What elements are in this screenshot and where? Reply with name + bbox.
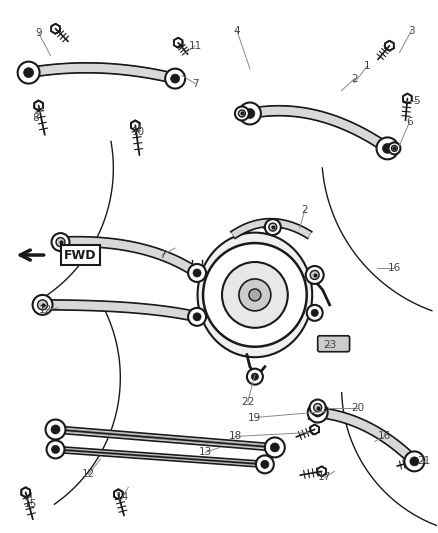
Polygon shape	[114, 489, 123, 499]
Circle shape	[165, 69, 185, 88]
Circle shape	[311, 309, 318, 317]
Polygon shape	[403, 94, 412, 103]
Circle shape	[251, 373, 258, 380]
Circle shape	[239, 102, 261, 124]
Circle shape	[56, 238, 65, 247]
Polygon shape	[51, 24, 60, 34]
Polygon shape	[55, 447, 265, 467]
Circle shape	[256, 455, 274, 473]
Circle shape	[269, 223, 277, 231]
Text: 18: 18	[228, 431, 242, 441]
Circle shape	[18, 62, 39, 84]
Text: 17: 17	[318, 472, 331, 482]
Polygon shape	[21, 487, 30, 497]
Text: 16: 16	[388, 263, 401, 273]
Circle shape	[377, 138, 399, 159]
Polygon shape	[34, 101, 43, 110]
Text: 23: 23	[323, 340, 336, 350]
Polygon shape	[131, 120, 140, 131]
Circle shape	[188, 264, 206, 282]
Polygon shape	[320, 407, 329, 416]
Polygon shape	[385, 41, 394, 51]
Text: 7: 7	[192, 78, 198, 88]
Circle shape	[247, 369, 263, 385]
Circle shape	[265, 219, 281, 235]
Circle shape	[270, 443, 279, 452]
Circle shape	[203, 243, 307, 347]
Polygon shape	[60, 237, 200, 277]
Text: 8: 8	[32, 114, 39, 124]
Polygon shape	[410, 456, 419, 466]
Circle shape	[310, 270, 319, 279]
Circle shape	[171, 74, 180, 83]
Circle shape	[313, 408, 322, 417]
Circle shape	[239, 279, 271, 311]
Circle shape	[261, 461, 269, 469]
Circle shape	[238, 110, 245, 117]
Text: 7: 7	[159, 250, 166, 260]
Text: 22: 22	[241, 397, 254, 407]
Text: 1: 1	[364, 61, 371, 71]
Text: 11: 11	[188, 41, 202, 51]
Ellipse shape	[198, 232, 312, 357]
Circle shape	[193, 313, 201, 321]
Polygon shape	[318, 466, 326, 477]
Circle shape	[307, 305, 323, 321]
Polygon shape	[231, 219, 312, 238]
Polygon shape	[42, 300, 198, 322]
Polygon shape	[174, 38, 183, 47]
Text: 3: 3	[408, 26, 415, 36]
Circle shape	[222, 262, 288, 328]
Circle shape	[404, 451, 424, 471]
Circle shape	[306, 266, 324, 284]
Circle shape	[32, 295, 53, 315]
Circle shape	[382, 143, 392, 154]
Text: 9: 9	[35, 28, 42, 38]
Circle shape	[188, 308, 206, 326]
Text: 13: 13	[198, 447, 212, 457]
Circle shape	[249, 289, 261, 301]
Text: FWD: FWD	[64, 248, 97, 262]
Text: 5: 5	[413, 95, 420, 106]
Text: 12: 12	[82, 470, 95, 479]
Circle shape	[52, 446, 60, 454]
Circle shape	[52, 233, 70, 251]
Polygon shape	[55, 426, 275, 451]
Text: 10: 10	[132, 127, 145, 138]
Circle shape	[392, 146, 397, 151]
Polygon shape	[28, 63, 176, 84]
Text: 19: 19	[248, 413, 261, 423]
Polygon shape	[311, 424, 319, 434]
Polygon shape	[249, 106, 390, 152]
Circle shape	[245, 109, 255, 118]
Text: 20: 20	[351, 402, 364, 413]
Circle shape	[310, 400, 326, 416]
Circle shape	[410, 457, 419, 466]
Circle shape	[389, 142, 400, 155]
Text: 2: 2	[301, 205, 308, 215]
FancyBboxPatch shape	[318, 336, 350, 352]
Text: 6: 6	[406, 117, 413, 127]
Text: 12: 12	[39, 305, 52, 315]
Circle shape	[193, 269, 201, 277]
Circle shape	[38, 300, 48, 310]
Polygon shape	[317, 408, 418, 465]
Text: 16: 16	[378, 431, 391, 441]
Circle shape	[235, 107, 249, 120]
Circle shape	[24, 68, 34, 77]
Circle shape	[46, 440, 64, 458]
Text: 14: 14	[116, 492, 129, 502]
Text: 2: 2	[351, 74, 358, 84]
Text: 15: 15	[24, 499, 37, 509]
Circle shape	[51, 425, 60, 434]
Text: 21: 21	[418, 456, 431, 466]
Circle shape	[265, 438, 285, 457]
Circle shape	[46, 419, 66, 439]
Text: 4: 4	[233, 26, 240, 36]
Circle shape	[308, 402, 328, 423]
Circle shape	[314, 403, 321, 411]
